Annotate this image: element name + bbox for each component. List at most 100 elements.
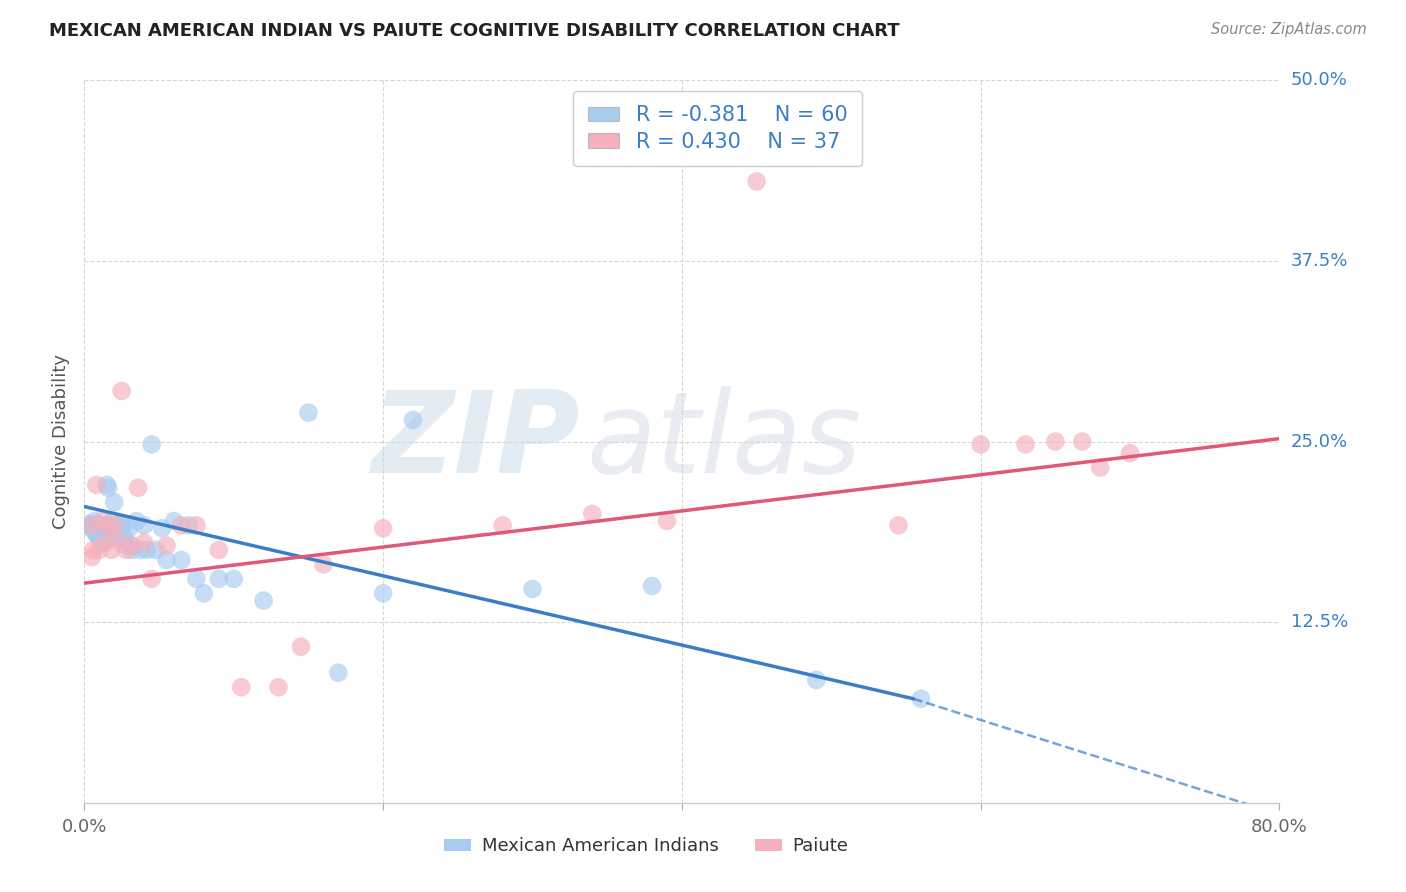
Point xyxy=(141,437,163,451)
Point xyxy=(90,533,112,547)
Point xyxy=(83,514,105,528)
Point xyxy=(89,518,111,533)
Point xyxy=(100,518,122,533)
Point xyxy=(87,516,110,531)
Point xyxy=(193,586,215,600)
Point xyxy=(114,532,136,546)
Point xyxy=(132,518,156,533)
Point xyxy=(522,582,544,596)
Point xyxy=(96,518,118,533)
Legend: Mexican American Indians, Paiute: Mexican American Indians, Paiute xyxy=(436,830,856,863)
Point xyxy=(107,528,129,542)
Point xyxy=(94,532,117,546)
Point xyxy=(89,542,111,557)
Point xyxy=(290,640,312,654)
Point xyxy=(155,539,177,553)
Point xyxy=(136,542,159,557)
Point xyxy=(253,593,276,607)
Point xyxy=(177,518,200,533)
Point xyxy=(121,539,143,553)
Point xyxy=(91,535,114,549)
Point xyxy=(745,174,768,188)
Point xyxy=(97,481,120,495)
Point xyxy=(1119,446,1142,460)
Point xyxy=(186,572,208,586)
Point xyxy=(77,516,100,531)
Point xyxy=(655,514,678,528)
Point xyxy=(1014,437,1036,451)
Point xyxy=(806,673,828,687)
Point xyxy=(111,384,134,398)
Point xyxy=(96,478,118,492)
Point xyxy=(208,572,231,586)
Point xyxy=(1071,434,1094,449)
Point xyxy=(328,665,350,680)
Point xyxy=(97,518,120,533)
Point xyxy=(112,518,135,533)
Point xyxy=(80,521,103,535)
Point xyxy=(101,514,124,528)
Text: ZIP: ZIP xyxy=(371,386,581,497)
Point xyxy=(155,553,177,567)
Text: Source: ZipAtlas.com: Source: ZipAtlas.com xyxy=(1211,22,1367,37)
Point xyxy=(402,413,425,427)
Point xyxy=(129,542,152,557)
Point xyxy=(98,528,121,542)
Text: 25.0%: 25.0% xyxy=(1291,433,1348,450)
Point xyxy=(150,521,173,535)
Point xyxy=(105,518,128,533)
Point xyxy=(970,437,993,451)
Point xyxy=(170,553,193,567)
Point xyxy=(910,691,932,706)
Point xyxy=(141,572,163,586)
Point xyxy=(100,542,122,557)
Y-axis label: Cognitive Disability: Cognitive Disability xyxy=(52,354,70,529)
Point xyxy=(86,527,108,541)
Point xyxy=(118,521,141,535)
Point xyxy=(267,680,290,694)
Point xyxy=(222,572,245,586)
Point xyxy=(312,558,335,572)
Point xyxy=(1045,434,1067,449)
Point xyxy=(373,586,395,600)
Point xyxy=(82,518,104,533)
Point xyxy=(103,518,125,533)
Point xyxy=(115,539,138,553)
Point xyxy=(127,481,149,495)
Text: 50.0%: 50.0% xyxy=(1291,71,1347,89)
Point xyxy=(186,518,208,533)
Point xyxy=(581,507,603,521)
Text: MEXICAN AMERICAN INDIAN VS PAIUTE COGNITIVE DISABILITY CORRELATION CHART: MEXICAN AMERICAN INDIAN VS PAIUTE COGNIT… xyxy=(49,22,900,40)
Point xyxy=(1090,460,1112,475)
Point xyxy=(79,520,101,534)
Point xyxy=(120,539,142,553)
Point xyxy=(91,524,114,538)
Point xyxy=(89,532,111,546)
Point xyxy=(80,518,103,533)
Point xyxy=(231,680,253,694)
Point xyxy=(208,542,231,557)
Point xyxy=(90,520,112,534)
Point xyxy=(86,478,108,492)
Point xyxy=(86,518,108,533)
Point xyxy=(492,518,515,533)
Point xyxy=(111,528,134,542)
Point xyxy=(641,579,664,593)
Point xyxy=(132,535,156,549)
Point xyxy=(125,514,148,528)
Point xyxy=(115,542,138,557)
Point xyxy=(94,535,117,549)
Point xyxy=(145,542,167,557)
Point xyxy=(887,518,910,533)
Point xyxy=(103,495,125,509)
Point xyxy=(80,550,103,565)
Text: 37.5%: 37.5% xyxy=(1291,252,1348,270)
Point xyxy=(83,524,105,538)
Text: atlas: atlas xyxy=(586,386,862,497)
Point xyxy=(104,528,127,542)
Point xyxy=(105,533,128,547)
Point xyxy=(170,518,193,533)
Point xyxy=(121,542,143,557)
Point xyxy=(87,528,110,542)
Point xyxy=(297,406,319,420)
